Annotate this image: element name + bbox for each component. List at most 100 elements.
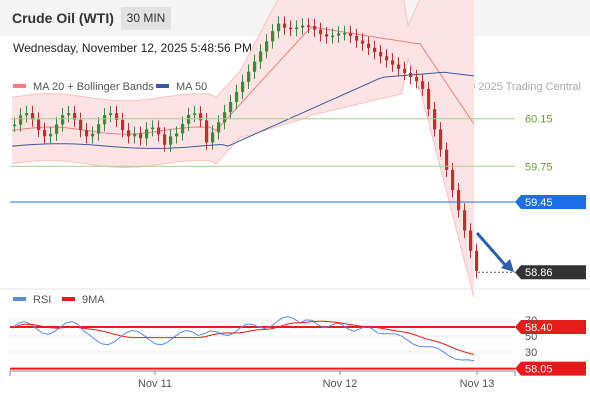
candle-body <box>181 123 185 134</box>
candle-body <box>37 119 41 130</box>
candle-body <box>475 250 479 272</box>
candle-body <box>277 23 281 32</box>
candle-body <box>49 133 53 137</box>
candle-body <box>109 113 113 116</box>
level-label-60.15: 60.15 <box>525 114 553 126</box>
candle-body <box>13 124 17 127</box>
legend-swatch <box>156 84 169 88</box>
candle-body <box>313 26 317 30</box>
candle-body <box>121 119 125 131</box>
candle-body <box>67 113 71 116</box>
candle-body <box>211 132 215 143</box>
candle-body <box>427 88 431 110</box>
candle-body <box>283 23 287 28</box>
level-label-58.40: 58.40 <box>525 322 553 334</box>
candle-body <box>469 230 473 251</box>
candle-body <box>391 60 395 65</box>
level-label-58.86: 58.86 <box>525 267 553 279</box>
candle-body <box>175 133 179 137</box>
level-tag-58.86 <box>515 265 586 280</box>
timeframe-button[interactable]: 30 MIN <box>121 7 171 30</box>
candle-body <box>433 109 437 130</box>
rsi-tick-30: 30 <box>525 347 537 359</box>
candle-body <box>355 35 359 41</box>
rsi-legend-label-1: 9MA <box>82 294 105 306</box>
forecast-arrow-line <box>475 232 508 267</box>
bollinger-upper <box>11 0 420 102</box>
candle-body <box>385 56 389 61</box>
candle-body <box>331 35 335 38</box>
candle-body <box>343 33 347 35</box>
candle-body <box>271 31 275 42</box>
level-tag-58.05 <box>515 361 586 376</box>
x-tick-0: Nov 11 <box>138 378 172 390</box>
candle-body <box>307 25 311 28</box>
candle-body <box>115 113 119 120</box>
candle-body <box>403 68 407 73</box>
x-tick-2: Nov 13 <box>460 378 495 390</box>
rsi-tick-70: 70 <box>525 315 537 327</box>
level-label-58.05: 58.05 <box>525 364 553 376</box>
candle-body <box>325 34 329 37</box>
candle-body <box>349 33 353 36</box>
candle-body <box>409 72 413 78</box>
candle-body <box>187 114 191 124</box>
ma20-line <box>11 26 475 135</box>
candle-body <box>169 136 173 145</box>
candle-body <box>421 81 425 89</box>
candle-body <box>235 91 239 103</box>
candle-body <box>193 113 197 115</box>
candle-body <box>295 27 299 30</box>
candle-body <box>151 127 155 130</box>
instrument-title: Crude Oil (WTI) <box>12 10 114 26</box>
bollinger-band-area <box>12 0 474 298</box>
candle-body <box>55 124 59 134</box>
candle-body <box>19 115 23 125</box>
candle-body <box>379 52 383 57</box>
legend-swatch <box>13 84 26 88</box>
rsi-tick-50: 50 <box>525 331 537 343</box>
candle-body <box>127 130 131 137</box>
forecast-arrow-head <box>501 259 514 272</box>
rsi-legend-label-0: RSI <box>33 294 51 306</box>
candle-body <box>31 113 35 120</box>
candle-body <box>451 169 455 191</box>
rsi-line <box>11 316 475 362</box>
rsi-9ma-line <box>11 320 475 355</box>
candle-body <box>43 129 47 137</box>
chart-datetime: Wednesday, November 12, 2025 5:48:56 PM … <box>13 41 280 55</box>
candle-body <box>61 115 65 125</box>
candle-body <box>253 61 257 72</box>
candle-body <box>85 130 89 137</box>
candle-body <box>73 113 77 120</box>
candle-body <box>199 113 203 121</box>
candle-body <box>205 120 209 143</box>
candle-body <box>25 113 29 116</box>
candle-body <box>415 77 419 82</box>
candle-body <box>373 47 377 53</box>
ma50-line <box>11 71 475 149</box>
candle-body <box>397 64 401 69</box>
rsi-legend-swatch <box>62 297 75 301</box>
candle-body <box>265 41 269 52</box>
candle-body <box>133 133 137 137</box>
candle-body <box>259 51 263 62</box>
candle-body <box>139 133 143 139</box>
rsi-legend-swatch <box>13 297 26 301</box>
candle-body <box>361 40 365 44</box>
candle-body <box>439 129 443 150</box>
candle-body <box>217 122 221 133</box>
level-tag-59.45 <box>515 195 586 209</box>
candle-body <box>223 112 227 123</box>
candle-body <box>163 134 167 145</box>
candle-body <box>289 27 293 30</box>
candle-body <box>241 81 245 92</box>
x-tick-1: Nov 12 <box>323 378 358 390</box>
candle-body <box>157 127 161 135</box>
candle-body <box>367 43 371 48</box>
bollinger-lower <box>11 57 475 298</box>
candle-body <box>103 115 107 125</box>
candle-body <box>337 33 341 36</box>
candle-body <box>91 133 95 137</box>
